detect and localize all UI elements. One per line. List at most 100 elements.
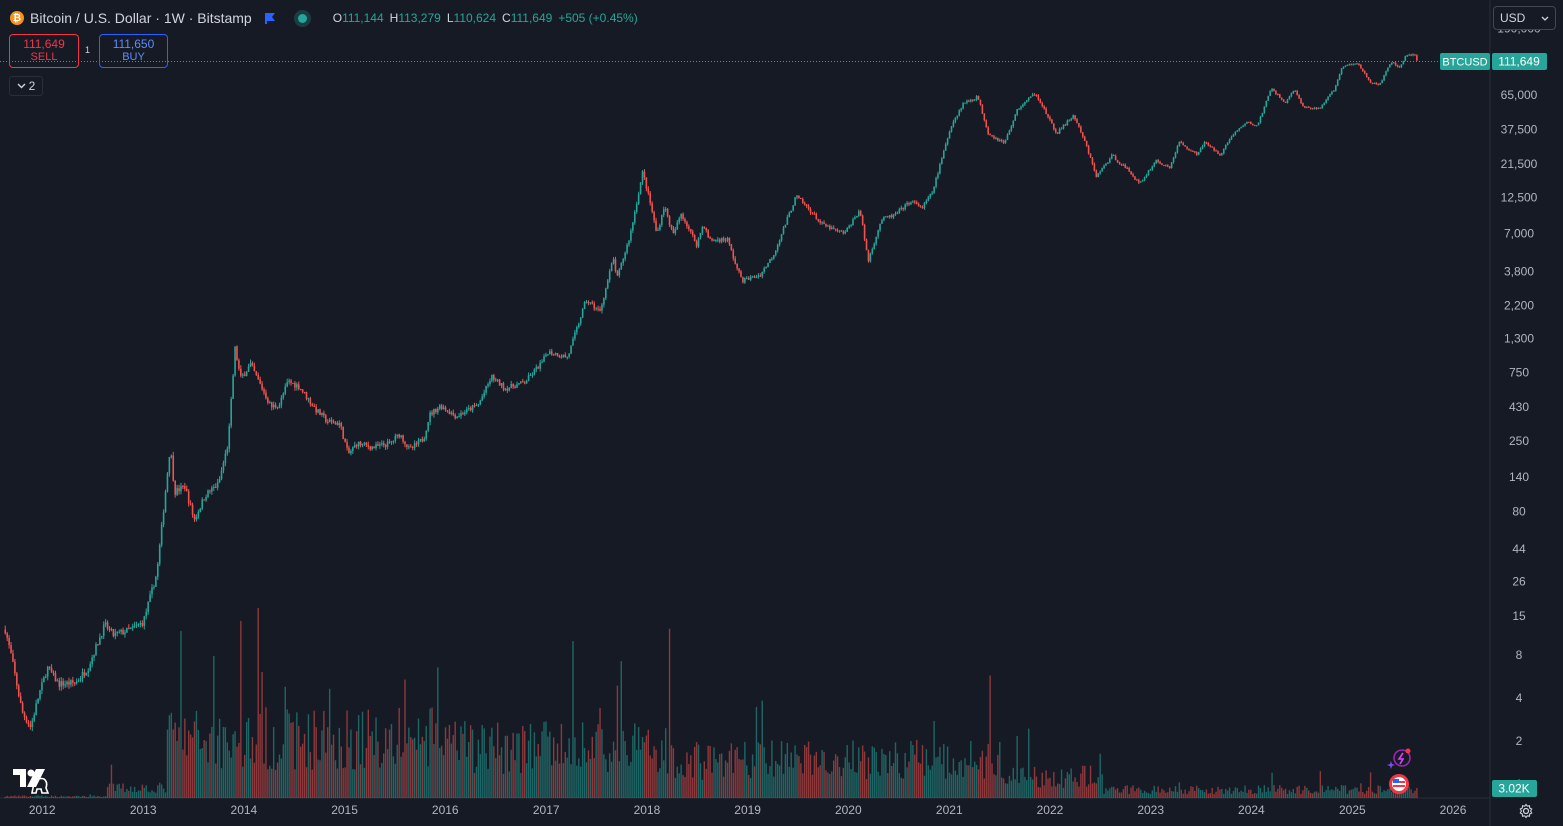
candle-body (991, 135, 993, 137)
indicators-toggle-button[interactable]: 2 (9, 76, 43, 96)
candle-body (707, 230, 709, 238)
candle-body (1172, 157, 1175, 163)
volume-bar (771, 740, 773, 798)
candle-body (263, 389, 265, 393)
volume-bar (811, 774, 814, 798)
candle-body (462, 413, 464, 415)
candle-body (392, 440, 395, 442)
us-flag-icon[interactable] (1388, 773, 1410, 795)
candle-body (240, 368, 242, 376)
candle-body (50, 668, 53, 673)
volume-bar (931, 765, 933, 798)
volume-bar (1116, 788, 1119, 798)
candle-body (1176, 146, 1179, 153)
candle-body (844, 231, 847, 234)
volume-bar (220, 768, 223, 798)
candle-body (693, 235, 696, 242)
candle-body (253, 365, 256, 372)
price-axis[interactable]: 190,00065,00037,50021,50012,5007,0003,80… (1497, 21, 1541, 791)
sparkle-icon[interactable] (1386, 747, 1412, 771)
volume-bar (29, 796, 32, 798)
sell-label: SELL (30, 51, 58, 63)
flag-icon[interactable] (264, 12, 276, 24)
candle-body (124, 632, 126, 635)
candle-body (14, 661, 16, 674)
candle-body (875, 236, 877, 244)
symbol-title[interactable]: Bitcoin / U.S. Dollar · 1W · Bitstamp (30, 10, 252, 26)
volume-bar (1172, 791, 1175, 798)
candle-body (605, 288, 607, 299)
volume-bar (973, 761, 976, 798)
candle-body (633, 211, 636, 223)
volume-bar (1020, 768, 1022, 798)
candle-body (1377, 84, 1380, 86)
volume-bar (690, 755, 692, 798)
candle-body (54, 673, 57, 682)
volume-bar (1186, 793, 1188, 798)
candle-body (1058, 128, 1061, 134)
volume-bar (869, 773, 872, 798)
volume-bar (506, 735, 509, 798)
candle-body (655, 220, 657, 231)
candle-body (786, 217, 789, 225)
candle-body (612, 259, 615, 264)
volume-bar (773, 776, 775, 798)
candle-body (1163, 165, 1165, 167)
candle-body (108, 628, 111, 630)
price-tick-label: 21,500 (1501, 157, 1538, 171)
candle-body (523, 382, 526, 384)
candle-body (1392, 62, 1395, 64)
volume-bar (178, 727, 180, 798)
candle-body (944, 144, 947, 151)
volume-bar (1043, 785, 1045, 798)
candle-body (912, 201, 914, 203)
gear-icon[interactable] (1518, 803, 1534, 819)
volume-bar (659, 768, 661, 798)
candle-body (12, 653, 14, 662)
candle-body (297, 384, 300, 390)
volume-bar (887, 773, 889, 798)
candle-body (904, 204, 906, 210)
candle-body (933, 186, 935, 193)
volume-bar (1002, 778, 1005, 798)
candle-body (1180, 141, 1183, 144)
candle-body (336, 422, 339, 426)
volume-bar (1371, 791, 1374, 798)
volume-bar (541, 731, 543, 798)
currency-select[interactable]: USD (1493, 6, 1556, 30)
volume-bar (477, 739, 480, 798)
time-tick-label: 2016 (432, 803, 459, 817)
candle-body (102, 624, 105, 636)
volume-bar (1157, 786, 1159, 798)
candle-body (1302, 103, 1304, 107)
volume-bar (1335, 786, 1337, 798)
volume-bar (832, 760, 835, 798)
chevron-down-icon (17, 83, 26, 89)
candle-body (603, 298, 605, 305)
volume-bar (983, 778, 986, 798)
candle-body (408, 446, 410, 448)
volume-bar (597, 724, 599, 798)
volume-bar (21, 795, 24, 798)
candle-body (776, 244, 779, 251)
change-value: +505 (+0.45%) (558, 11, 638, 25)
candle-body (998, 140, 1001, 142)
time-axis[interactable]: 2012 2013 2014 2015 2016 2017 2018 2019 2020 2021… (29, 803, 1467, 817)
market-status-icon[interactable] (297, 13, 307, 23)
candle-body (927, 197, 930, 201)
candle-body (172, 455, 175, 481)
candle-body (363, 442, 366, 444)
volume-bar (1136, 788, 1138, 798)
volume-bar (1321, 785, 1323, 798)
candle-body (1155, 159, 1157, 164)
sell-button[interactable]: 111,649 SELL (9, 34, 79, 68)
volume-bar (278, 754, 281, 798)
candle-body (174, 480, 176, 495)
buy-button[interactable]: 111,650 BUY (99, 34, 168, 68)
candle-body (238, 360, 240, 369)
volume-bar (236, 746, 238, 798)
volume-bar (1149, 793, 1152, 798)
candle-body (487, 384, 489, 386)
tradingview-logo-icon[interactable] (12, 765, 50, 795)
